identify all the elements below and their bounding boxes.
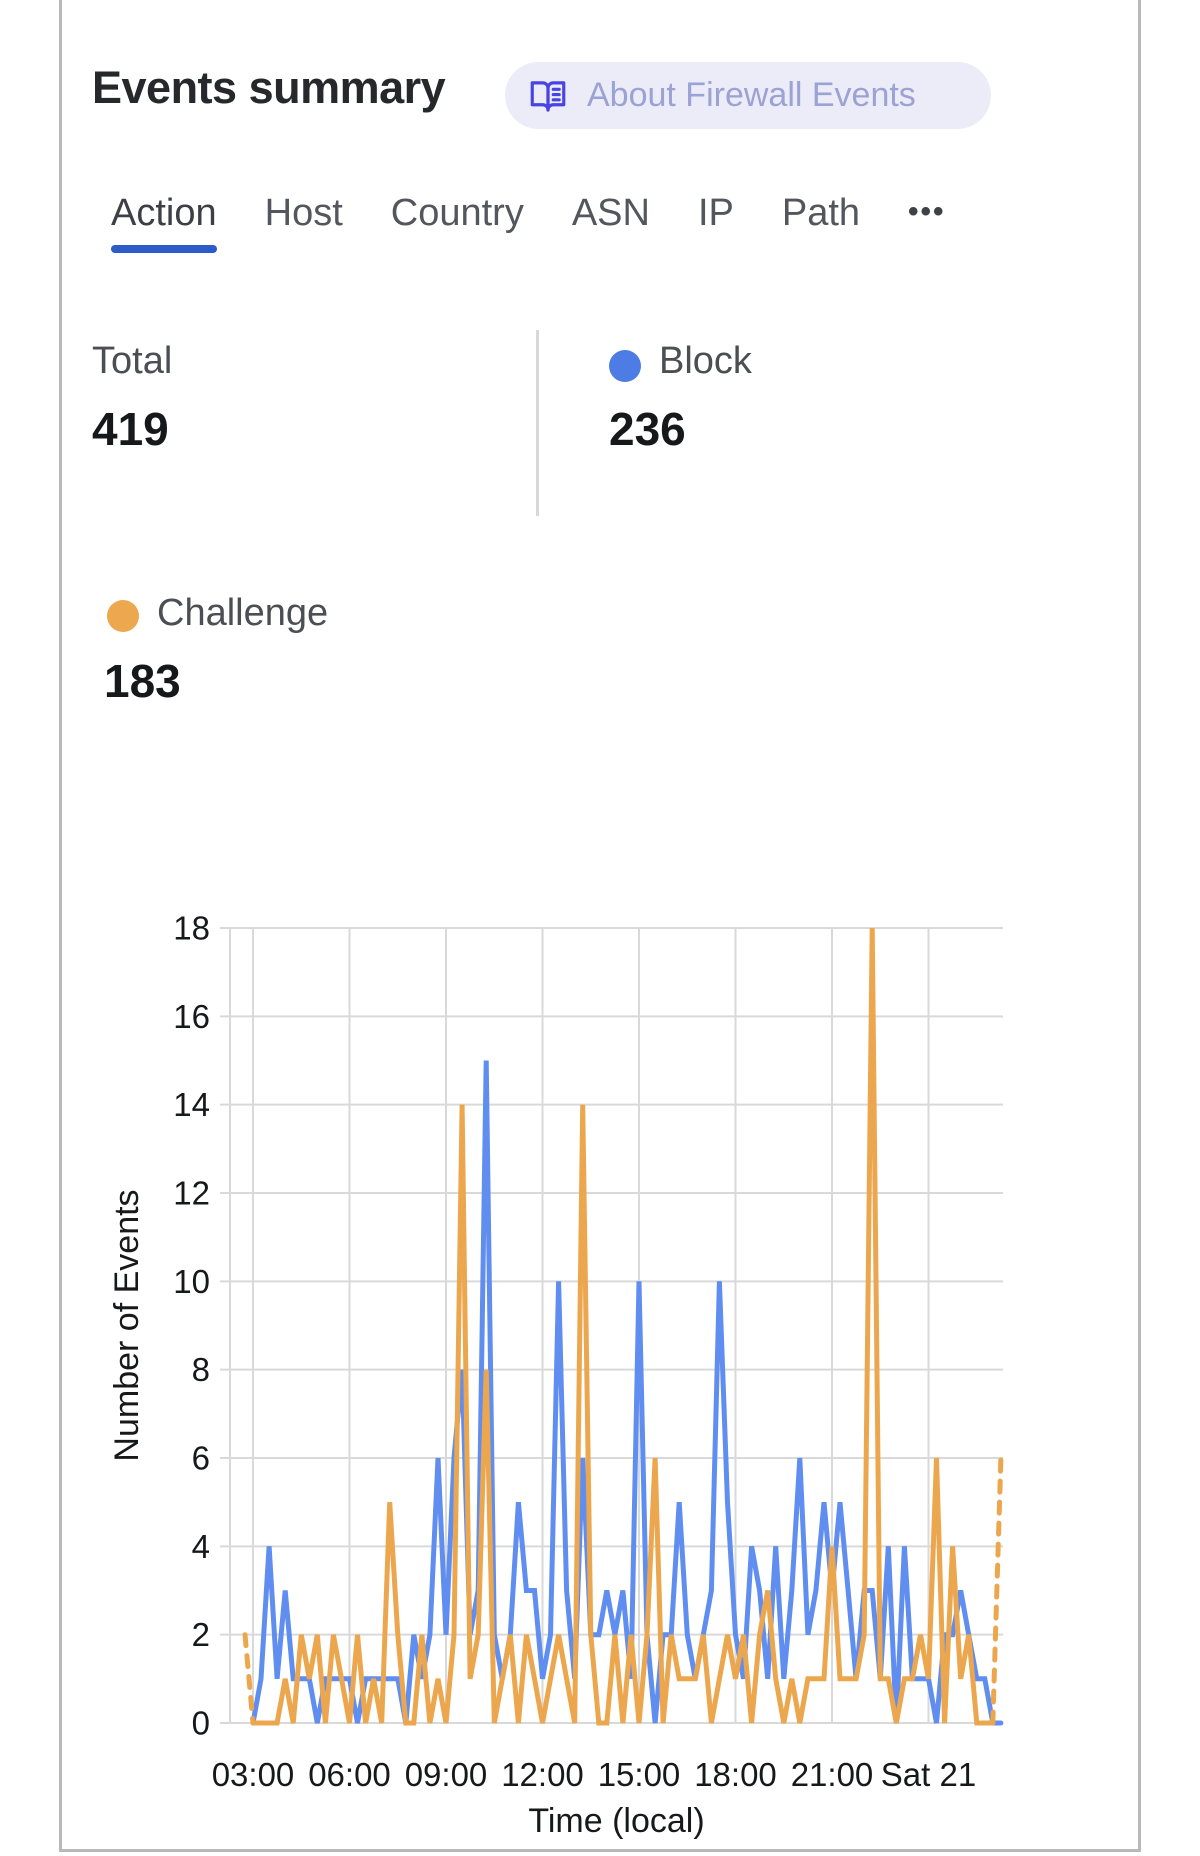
y-tick-label: 18: [173, 910, 210, 947]
tab-host[interactable]: Host: [264, 192, 343, 234]
challenge-legend-dot: [107, 600, 139, 632]
panel-right-border: [1138, 0, 1141, 1852]
x-tick-label: 21:00: [791, 1756, 874, 1793]
y-tick-label: 10: [173, 1263, 210, 1300]
y-axis-title: Number of Events: [108, 1189, 146, 1461]
series-line-challenge: [242, 1632, 256, 1726]
panel-bottom-border: [59, 1849, 1141, 1852]
x-axis-title: Time (local): [528, 1802, 704, 1840]
y-tick-label: 4: [192, 1528, 210, 1565]
y-tick-label: 16: [173, 998, 210, 1035]
x-tick-label: 18:00: [694, 1756, 777, 1793]
block-value: 236: [609, 403, 686, 455]
y-tick-label: 8: [192, 1351, 210, 1388]
y-tick-label: 0: [192, 1705, 210, 1742]
panel-left-border: [59, 0, 62, 1852]
total-value: 419: [92, 403, 169, 455]
total-label: Total: [92, 340, 173, 382]
about-firewall-events-label: About Firewall Events: [587, 76, 916, 114]
tab-path[interactable]: Path: [781, 192, 861, 234]
stats-divider: [536, 330, 539, 516]
about-firewall-events-button[interactable]: About Firewall Events: [505, 62, 991, 129]
series-line-block: [250, 1060, 1004, 1726]
challenge-label: Challenge: [157, 592, 329, 634]
tab-ip[interactable]: IP: [697, 192, 734, 234]
block-legend-dot: [609, 350, 641, 382]
series-line-challenge: [990, 1455, 1004, 1726]
page-title: Events summary: [92, 62, 446, 113]
x-tick-label: 15:00: [598, 1756, 681, 1793]
block-label: Block: [659, 340, 752, 382]
y-tick-label: 2: [192, 1616, 210, 1653]
tab-action[interactable]: Action: [111, 192, 217, 253]
challenge-value: 183: [104, 655, 181, 707]
series-line-challenge: [250, 927, 996, 1726]
x-tick-label: 06:00: [308, 1756, 391, 1793]
tab-asn[interactable]: ASN: [571, 192, 650, 234]
tab-country[interactable]: Country: [390, 192, 524, 234]
x-tick-label: 03:00: [212, 1756, 295, 1793]
summary-tabs: Action Host Country ASN IP Path •••: [111, 192, 946, 253]
tabs-more-ellipsis-icon[interactable]: •••: [908, 195, 946, 228]
y-tick-label: 14: [173, 1086, 210, 1123]
x-tick-label: 12:00: [501, 1756, 584, 1793]
events-time-series-chart: 0 2 4 6 8 10 12 14 16 18 03:00 06:00 09:00 12:00 15:00…: [60, 900, 1140, 1850]
x-tick-label: Sat 21: [881, 1756, 976, 1793]
y-tick-label: 12: [173, 1175, 210, 1212]
y-tick-label: 6: [192, 1440, 210, 1477]
book-open-icon: [527, 75, 569, 117]
line-chart-svg: 0 2 4 6 8 10 12 14 16 18 03:00 06:00 09:00 12:00 15:00…: [108, 910, 1004, 1840]
x-tick-label: 09:00: [405, 1756, 488, 1793]
